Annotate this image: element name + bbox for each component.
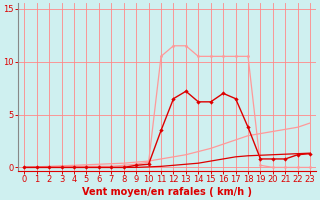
X-axis label: Vent moyen/en rafales ( km/h ): Vent moyen/en rafales ( km/h ) xyxy=(82,187,252,197)
